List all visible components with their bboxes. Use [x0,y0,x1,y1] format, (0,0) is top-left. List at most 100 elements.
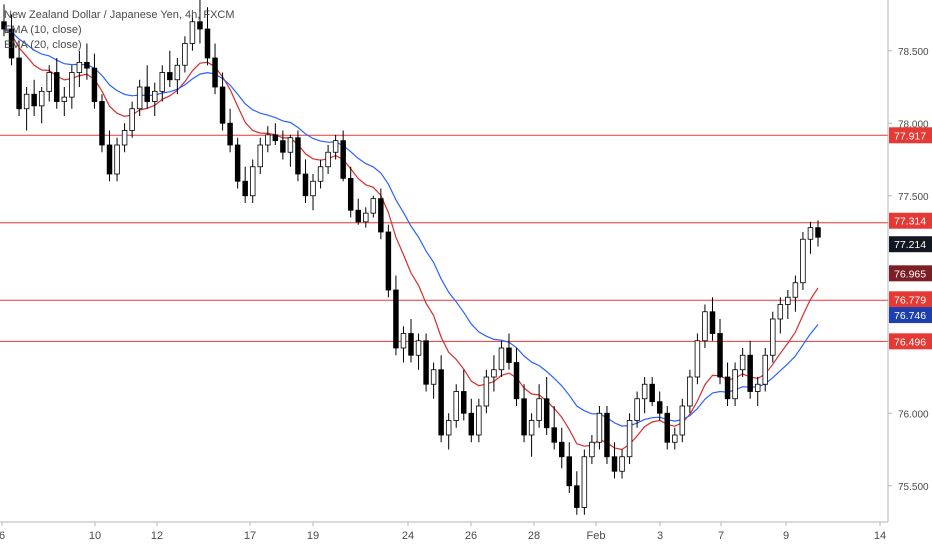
candle-down [106,144,113,175]
candle-up [807,227,814,240]
candle-up [672,434,678,443]
price-label-text: 76.779 [894,294,926,306]
candle-up [626,420,633,458]
candle-up [310,180,316,197]
price-label-badge [889,291,932,308]
candle-down [84,61,90,69]
candle-up [363,212,369,223]
candle-down [709,311,716,334]
candle-up [430,369,437,385]
candle-up [641,383,648,400]
candle-down [656,401,663,414]
candle-up [634,398,640,421]
candle-up [174,64,181,81]
candle-up [792,282,799,298]
candle-down [16,57,22,110]
time-tick-label: 19 [307,530,319,542]
candle-up [136,86,143,110]
candle-up [152,90,158,102]
price-label-text: 76.746 [894,310,926,322]
candle-down [212,57,218,88]
candle-down [99,101,105,146]
candle-up [483,376,490,407]
time-tick-label: 3 [657,530,663,542]
price-axis: 75.50076.00076.50077.00077.50078.00078.5… [887,0,929,522]
candle-up [589,441,595,458]
price-label-text: 77.214 [894,239,926,251]
time-tick-label: 12 [151,530,163,542]
candle-up [536,398,542,421]
price-tick-label: 76.000 [898,409,929,420]
candle-down [543,398,550,429]
price-label-badge [889,307,932,324]
price-label-text: 76.496 [894,336,926,348]
candle-up [619,456,625,472]
candle-up [317,166,324,182]
candle-up [445,420,452,436]
candle-down [295,137,301,175]
price-labels: 77.917 77.314 77.214 76.965 76.779 76.746 76.4… [889,127,932,350]
candle-up [249,166,256,197]
time-tick-label: 26 [465,530,477,542]
candle-down [219,86,226,124]
candle-up [61,96,68,102]
candle-up [114,144,120,175]
candle-down [423,340,429,385]
price-tick-label: 78.500 [898,47,929,58]
time-tick-label: 14 [874,530,886,542]
time-tick-label: 10 [89,530,101,542]
price-label-badge [889,127,932,144]
candle-down [167,72,173,81]
candle-down [272,134,279,142]
candle-down [54,72,60,102]
candle-down [566,456,573,487]
candle-up [491,369,497,378]
price-label-badge [889,236,932,253]
candle-down [227,122,233,146]
ema-lines [3,28,819,451]
candle-up [415,340,422,356]
candle-down [815,227,821,238]
time-tick-label: 28 [528,530,540,542]
candle-up [800,238,806,284]
price-tick-label: 75.500 [898,482,929,493]
candle-down [747,354,753,392]
price-label-badge [889,333,932,350]
candle-up [754,383,761,392]
candle-up [129,108,135,131]
time-tick-label: 6 [0,530,5,542]
ema-10-line [3,28,819,451]
candle-down [302,173,309,197]
candle-down [280,140,286,153]
candle-up [702,311,708,342]
candle-down [604,412,610,458]
candle-up [76,61,83,73]
indicator-ema-20: EMA (20, close) [4,39,82,51]
candle-down [717,333,723,378]
candle-down [31,93,37,107]
price-label-text: 77.917 [894,130,926,142]
candle-up [687,376,693,407]
candle-down [91,67,98,102]
candle-down [513,362,520,400]
candle-up [121,130,128,146]
price-label-text: 76.965 [894,268,926,280]
candle-up [528,420,535,436]
candle-up [287,137,294,153]
candle-up [332,140,339,153]
candles [1,0,821,515]
candle-down [355,209,361,223]
chart-title: New Zealand Dollar / Japanese Yen, 4h, F… [4,9,235,21]
indicator-ema-10: EMA (10, close) [4,24,82,36]
candle-down [408,333,414,356]
candle-up [777,304,784,320]
candle-up [770,318,776,356]
candle-down [506,347,512,363]
candle-down [8,28,15,59]
candle-up [498,347,505,371]
legend: New Zealand Dollar / Japanese Yen, 4h, F… [4,8,235,53]
candle-down [385,231,392,291]
candle-up [400,333,407,349]
price-label-text: 77.314 [894,216,926,228]
